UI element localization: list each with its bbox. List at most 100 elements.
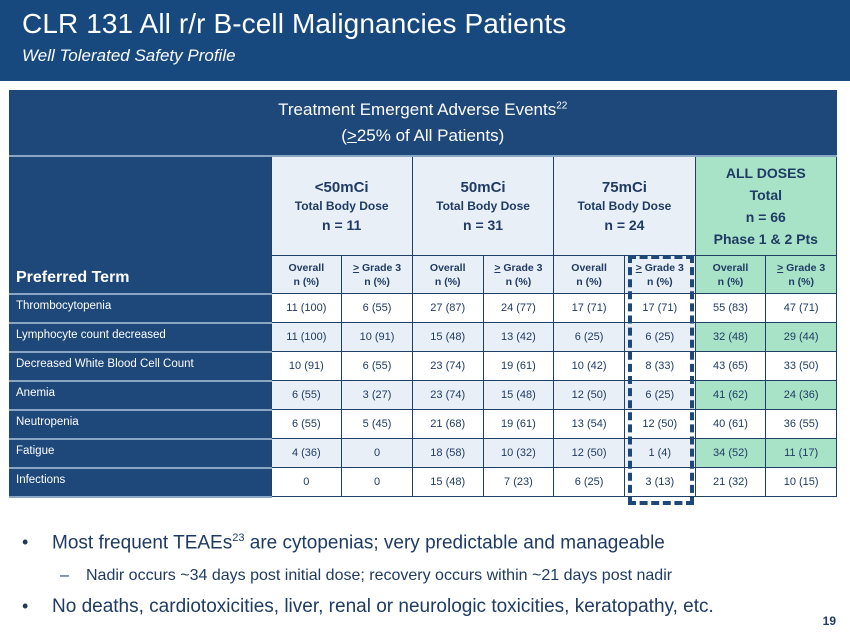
value-cell: 27 (87) xyxy=(411,293,484,323)
dose-label: ALL DOSES xyxy=(725,165,806,181)
dose-n: n = 11 xyxy=(322,216,362,233)
value-cell: 3 (13) xyxy=(623,467,696,497)
value-cell: 41 (62) xyxy=(694,380,767,410)
value-cell: 17 (71) xyxy=(623,293,696,323)
value-cell: 19 (61) xyxy=(482,351,555,381)
value-cell: 40 (61) xyxy=(694,409,767,439)
value-cell: 10 (91) xyxy=(270,351,343,381)
table-row: Lymphocyte count decreased 11 (100) 10 (91… xyxy=(9,322,837,353)
dose-n: n = 31 xyxy=(463,216,504,233)
value-cell: 12 (50) xyxy=(623,409,696,439)
dash-icon: – xyxy=(60,567,69,584)
table-row: Anemia 6 (55) 3 (27) 23 (74) 15 (48) 12 (50) 6… xyxy=(9,380,837,411)
sub-bullet-1-text: Nadir occurs ~34 days post initial dose;… xyxy=(86,567,673,584)
bullet-dot-icon: • xyxy=(22,596,29,616)
grade-label: Grade 3 xyxy=(641,261,684,274)
value-cell: 33 (50) xyxy=(765,351,837,381)
value-cell: 15 (48) xyxy=(482,380,555,410)
value-cell: 6 (55) xyxy=(341,293,413,323)
dose-desc: Total Body Dose xyxy=(436,198,530,213)
value-cell: 10 (42) xyxy=(553,351,625,381)
value-cell: 21 (68) xyxy=(411,409,484,439)
value-cell: 29 (44) xyxy=(765,322,837,352)
bullet-1-footnote: 23 xyxy=(232,532,245,544)
dose-desc: Total xyxy=(749,187,783,203)
ge-symbol: > xyxy=(777,261,784,274)
preferred-term-cell: Anemia xyxy=(9,380,271,411)
value-cell: 0 xyxy=(341,438,413,468)
preferred-term-cell: Fatigue xyxy=(9,438,271,469)
caption-footnote: 22 xyxy=(556,99,568,111)
grade-label: Grade 3 xyxy=(500,261,543,274)
dose-desc: Total Body Dose xyxy=(577,198,672,213)
dose-group-50: 50mCi Total Body Dose n = 31 xyxy=(411,155,555,256)
value-cell: 21 (32) xyxy=(694,467,767,497)
value-cell: 24 (36) xyxy=(765,380,837,410)
preferred-term-cell: Thrombocytopenia xyxy=(9,293,271,324)
value-cell: 24 (77) xyxy=(482,293,555,323)
n-pct-label: n (%) xyxy=(646,275,673,288)
value-cell: 10 (91) xyxy=(341,322,413,352)
bullet-dot-icon: • xyxy=(22,532,29,553)
bullet-2: • No deaths, cardiotoxicities, liver, ren… xyxy=(22,596,714,618)
dose-group-75: 75mCi Total Body Dose n = 24 xyxy=(553,155,696,256)
value-cell: 6 (25) xyxy=(553,322,625,352)
table-row: Infections 0 0 15 (48) 7 (23) 6 (25) 3 (13) 21 … xyxy=(9,467,837,498)
n-pct-label: n (%) xyxy=(505,275,532,288)
value-cell: 7 (23) xyxy=(482,467,555,497)
bullet-2-text: No deaths, cardiotoxicities, liver, rena… xyxy=(52,596,714,617)
slide-subtitle: Well Tolerated Safety Profile xyxy=(22,46,236,65)
value-cell: 32 (48) xyxy=(694,322,767,352)
bullet-1: • Most frequent TEAEs23 are cytopenias; v… xyxy=(22,532,665,554)
overall-label: Overall xyxy=(712,261,749,274)
dose-extra: Phase 1 & 2 Pts xyxy=(713,231,818,247)
table-body: Thrombocytopenia 11 (100) 6 (55) 27 (87) 24 … xyxy=(9,293,837,498)
value-cell: 10 (15) xyxy=(765,467,837,497)
value-cell: 11 (100) xyxy=(270,293,343,323)
value-cell: 34 (52) xyxy=(694,438,767,468)
value-cell: 36 (55) xyxy=(765,409,837,439)
n-pct-label: n (%) xyxy=(717,275,744,288)
value-cell: 1 (4) xyxy=(623,438,696,468)
value-cell: 10 (32) xyxy=(482,438,555,468)
caption-title: Treatment Emergent Adverse Events xyxy=(278,99,557,119)
grade-label: Grade 3 xyxy=(783,261,826,274)
preferred-term-header: Preferred Term xyxy=(9,156,271,295)
page-number: 19 xyxy=(822,614,836,628)
value-cell: 23 (74) xyxy=(411,351,484,381)
overall-label: Overall xyxy=(288,261,325,274)
preferred-term-cell: Infections xyxy=(9,467,271,498)
sub-header-overall: Overall n (%) xyxy=(553,255,625,294)
value-cell: 43 (65) xyxy=(694,351,767,381)
dose-n: n = 66 xyxy=(745,209,786,225)
dose-group-all: ALL DOSES Total n = 66 Phase 1 & 2 Pts xyxy=(694,155,838,256)
caption-paren: ( xyxy=(341,125,347,145)
value-cell: 4 (36) xyxy=(270,438,343,468)
value-cell: 8 (33) xyxy=(623,351,696,381)
sub-header-overall: Overall n (%) xyxy=(270,255,343,294)
value-cell: 6 (55) xyxy=(341,351,413,381)
dose-label: 75mCi xyxy=(601,178,647,196)
n-pct-label: n (%) xyxy=(293,275,320,288)
sub-bullet-1: – Nadir occurs ~34 days post initial dose… xyxy=(60,567,672,585)
value-cell: 55 (83) xyxy=(694,293,767,323)
preferred-term-cell: Lymphocyte count decreased xyxy=(9,322,271,353)
caption-threshold: 25% of All Patients) xyxy=(356,125,505,145)
overall-label: Overall xyxy=(571,261,607,274)
value-cell: 6 (55) xyxy=(270,409,343,439)
sub-header-overall: Overall n (%) xyxy=(694,255,767,294)
dose-n: n = 24 xyxy=(604,216,645,233)
ge-symbol: > xyxy=(494,261,501,274)
value-cell: 13 (42) xyxy=(482,322,555,352)
value-cell: 0 xyxy=(341,467,413,497)
slide-header: CLR 131 All r/r B-cell Malignancies Pati… xyxy=(0,0,850,81)
value-cell: 18 (58) xyxy=(411,438,484,468)
value-cell: 47 (71) xyxy=(765,293,837,323)
value-cell: 23 (74) xyxy=(411,380,484,410)
value-cell: 12 (50) xyxy=(553,380,625,410)
